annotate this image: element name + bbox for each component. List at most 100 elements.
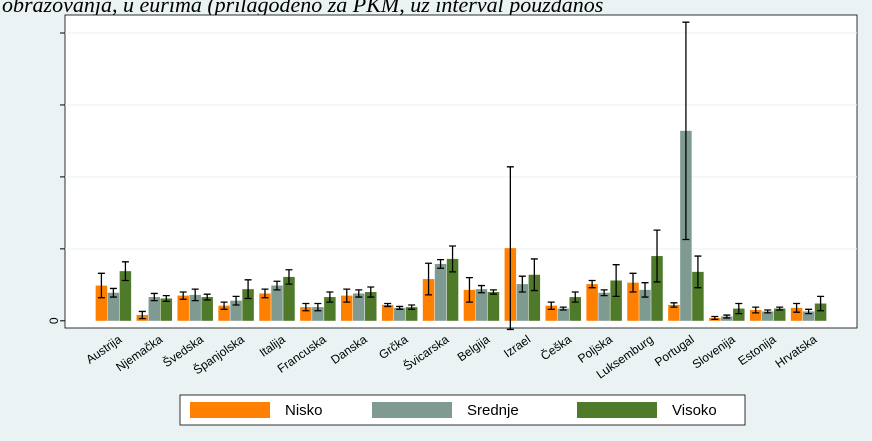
bar: [528, 274, 541, 321]
error-bar: [97, 272, 105, 299]
bar: [312, 307, 324, 321]
bar: [119, 271, 132, 321]
error-bar: [121, 261, 129, 282]
error-bar: [285, 269, 293, 285]
error-bar: [355, 289, 363, 298]
legend-swatch: [372, 402, 452, 418]
bar: [422, 279, 435, 321]
bar: [475, 289, 488, 321]
error-bar: [670, 302, 678, 308]
bar: [773, 308, 786, 321]
bar: [353, 293, 365, 321]
bar: [271, 285, 283, 321]
error-bar: [612, 264, 620, 297]
x-tick-label: Hrvatska: [773, 332, 820, 371]
error-bar: [559, 306, 567, 311]
error-bar: [793, 302, 801, 313]
plot-area: [64, 14, 858, 329]
x-tick-label: Italija: [257, 332, 288, 360]
bar: [107, 292, 120, 321]
bar: [790, 307, 803, 321]
error-bar: [261, 288, 269, 299]
error-bar: [764, 309, 772, 314]
bar: [324, 297, 336, 321]
error-bar: [138, 310, 146, 320]
bar: [557, 308, 569, 321]
error-bar: [600, 289, 608, 297]
bar: [598, 292, 610, 321]
x-tick-label: Izrael: [501, 332, 533, 360]
bar: [259, 293, 271, 321]
bar: [242, 289, 254, 321]
error-bar: [723, 314, 731, 319]
bar: [381, 304, 394, 321]
error-bar: [805, 308, 813, 315]
error-bar: [629, 272, 637, 293]
error-bar: [752, 306, 760, 314]
error-bar: [314, 302, 322, 312]
bar: [802, 311, 815, 321]
error-bar: [273, 280, 281, 291]
bar: [405, 307, 418, 321]
bar: [160, 298, 173, 321]
error-bar: [191, 288, 199, 302]
bar: [189, 294, 201, 321]
legend-label: Nisko: [285, 402, 323, 419]
bar: [148, 297, 161, 321]
x-tick-label: Danska: [328, 332, 370, 367]
error-bar: [408, 304, 416, 310]
bar: [300, 307, 312, 321]
error-bar: [735, 302, 743, 315]
x-tick-label: Češka: [538, 331, 575, 363]
legend-swatch: [190, 402, 270, 418]
error-bar: [711, 315, 719, 321]
error-bar: [109, 287, 117, 298]
bar: [446, 258, 459, 321]
bar: [177, 295, 189, 321]
bar: [434, 263, 447, 321]
error-bar: [179, 291, 187, 300]
error-bar: [682, 21, 690, 241]
bar: [639, 289, 651, 321]
x-tick-label: Estonija: [735, 332, 778, 368]
error-bar: [232, 295, 240, 306]
error-bar: [477, 284, 485, 294]
bar: [692, 271, 704, 321]
bar: [651, 256, 663, 321]
bar: [721, 316, 733, 321]
legend-swatch: [577, 402, 657, 418]
bar: [749, 310, 762, 321]
x-tick-label: Švicarska: [400, 331, 451, 373]
bar: [569, 297, 581, 321]
error-bar: [150, 292, 158, 302]
x-tick-label: Portugal: [652, 332, 697, 369]
x-tick-label: Slovenija: [690, 332, 738, 372]
bar: [586, 284, 598, 321]
bar: [814, 303, 827, 321]
legend-label: Srednje: [467, 402, 519, 419]
x-tick-label: Njemačka: [113, 332, 165, 374]
x-tick-label: Belgija: [455, 332, 493, 364]
error-bar: [530, 258, 538, 292]
bar: [230, 300, 242, 321]
bar: [627, 282, 639, 321]
bar: [733, 308, 745, 321]
bar: [201, 297, 213, 321]
bar: [365, 292, 377, 321]
bar: [341, 295, 353, 321]
bar: [463, 289, 476, 321]
error-bar: [203, 293, 211, 301]
error-bar: [571, 291, 579, 303]
error-bar: [367, 286, 375, 298]
bar: [761, 311, 774, 321]
bar: [545, 305, 557, 321]
bar: [218, 305, 230, 321]
error-bar: [776, 306, 784, 311]
error-bar: [220, 301, 228, 310]
error-bar: [518, 275, 526, 293]
error-bar: [326, 291, 334, 303]
error-bar: [425, 262, 433, 296]
error-bar: [588, 279, 596, 289]
error-bar: [437, 258, 445, 269]
